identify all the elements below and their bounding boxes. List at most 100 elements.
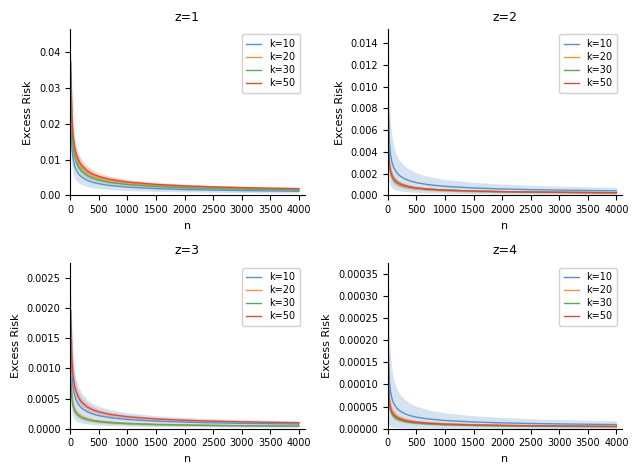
- k=10: [266, 188, 274, 194]
- Title: z=4: z=4: [492, 245, 518, 257]
- k=10: [413, 180, 420, 186]
- k=10: [441, 183, 449, 189]
- k=10: [584, 421, 592, 427]
- k=20: [401, 417, 409, 423]
- k=10: [106, 415, 114, 420]
- k=20: [67, 372, 75, 378]
- k=10: [95, 181, 102, 187]
- k=20: [124, 180, 131, 186]
- k=10: [70, 163, 78, 169]
- k=20: [95, 418, 102, 424]
- k=20: [385, 141, 392, 147]
- k=50: [124, 414, 131, 419]
- k=50: [470, 422, 477, 428]
- k=50: [95, 409, 102, 415]
- k=20: [124, 420, 131, 426]
- k=10: [392, 170, 400, 175]
- k=50: [69, 373, 77, 379]
- k=50: [90, 171, 97, 177]
- k=30: [72, 159, 80, 164]
- Line: k=10: k=10: [71, 114, 299, 191]
- k=10: [90, 411, 97, 417]
- k=10: [499, 420, 506, 426]
- k=30: [407, 419, 415, 425]
- k=10: [441, 418, 449, 423]
- k=30: [556, 424, 563, 429]
- k=50: [124, 179, 131, 185]
- k=50: [407, 418, 415, 424]
- k=30: [124, 182, 131, 188]
- k=10: [72, 397, 80, 403]
- k=50: [67, 308, 75, 314]
- k=30: [387, 408, 394, 414]
- k=50: [152, 416, 160, 422]
- k=30: [556, 190, 563, 195]
- k=30: [180, 185, 188, 190]
- k=50: [70, 144, 78, 150]
- k=30: [106, 420, 114, 426]
- k=20: [69, 402, 77, 408]
- k=50: [266, 185, 274, 191]
- k=10: [75, 171, 83, 177]
- Line: k=50: k=50: [71, 311, 299, 423]
- k=30: [396, 181, 403, 187]
- k=20: [413, 419, 420, 425]
- k=10: [124, 417, 131, 422]
- k=20: [295, 186, 303, 192]
- k=50: [612, 424, 620, 429]
- k=30: [527, 423, 534, 429]
- k=30: [75, 165, 83, 171]
- k=30: [527, 189, 534, 195]
- k=30: [388, 174, 396, 180]
- k=30: [413, 185, 420, 191]
- k=20: [392, 179, 400, 185]
- k=50: [68, 115, 76, 121]
- k=30: [470, 423, 477, 428]
- k=10: [407, 413, 415, 418]
- X-axis label: n: n: [501, 454, 509, 464]
- k=20: [441, 187, 449, 193]
- k=50: [152, 181, 160, 187]
- k=30: [441, 187, 449, 193]
- k=20: [396, 415, 403, 420]
- Line: k=50: k=50: [71, 62, 299, 189]
- k=10: [209, 420, 217, 426]
- k=50: [180, 183, 188, 189]
- k=50: [527, 423, 534, 428]
- k=50: [441, 187, 449, 193]
- k=20: [95, 175, 102, 181]
- k=10: [584, 188, 592, 193]
- k=20: [68, 122, 76, 128]
- Line: k=50: k=50: [388, 144, 616, 193]
- k=20: [584, 190, 592, 195]
- k=30: [390, 413, 397, 419]
- k=30: [499, 423, 506, 429]
- k=10: [612, 422, 620, 428]
- k=50: [388, 409, 396, 415]
- k=30: [266, 423, 274, 429]
- k=50: [612, 190, 620, 196]
- k=10: [392, 405, 400, 410]
- k=10: [68, 373, 76, 379]
- k=20: [387, 170, 394, 175]
- k=50: [180, 418, 188, 423]
- k=30: [413, 420, 420, 426]
- k=10: [556, 421, 563, 427]
- k=30: [95, 419, 102, 425]
- k=30: [295, 187, 303, 193]
- k=20: [106, 178, 114, 183]
- k=50: [387, 406, 394, 411]
- X-axis label: n: n: [184, 220, 191, 230]
- k=10: [69, 156, 77, 162]
- k=50: [584, 423, 592, 429]
- k=20: [388, 174, 396, 180]
- k=30: [84, 417, 92, 422]
- Y-axis label: Excess Risk: Excess Risk: [11, 314, 21, 378]
- k=30: [392, 416, 400, 421]
- k=10: [396, 408, 403, 413]
- k=30: [612, 424, 620, 429]
- Y-axis label: Excess Risk: Excess Risk: [323, 314, 333, 378]
- k=10: [385, 345, 392, 351]
- k=50: [386, 162, 394, 168]
- k=10: [78, 405, 86, 411]
